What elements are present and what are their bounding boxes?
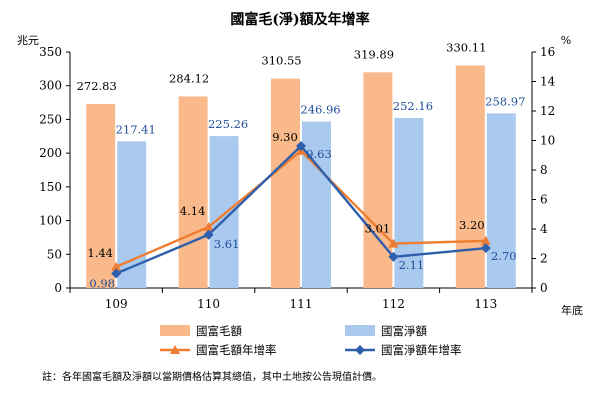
y-left-tick-label: 50	[47, 247, 62, 261]
line-value-label: 4.14	[180, 204, 206, 218]
point-gross-growth	[388, 238, 399, 248]
bar-value-label: 246.96	[300, 102, 340, 116]
y-left-tick-label: 150	[39, 180, 62, 194]
line-value-label: 9.30	[272, 130, 298, 144]
bar-value-label: 284.12	[169, 71, 209, 85]
line-value-label: 1.44	[87, 246, 113, 260]
x-tick-label: 110	[197, 297, 220, 311]
point-net-growth	[111, 268, 122, 279]
bar-gross	[86, 104, 116, 288]
bar-value-label: 272.83	[77, 79, 117, 93]
y-right-tick-label: 6	[540, 193, 548, 207]
x-tick-label: 109	[105, 297, 128, 311]
x-unit: 年底	[561, 303, 583, 317]
footnote: 註：各年國富毛額及淨額以當期價格估算其總值，其中土地按公告現值計價。	[42, 372, 382, 383]
y-left-tick-label: 0	[54, 281, 62, 295]
y-right-tick-label: 0	[540, 281, 548, 295]
y-right-tick-label: 12	[540, 104, 555, 118]
chart-title: 國富毛(淨)額及年增率	[230, 11, 369, 28]
legend-label: 國富毛額	[196, 324, 242, 338]
bar-value-label: 225.26	[208, 117, 248, 131]
bar-net	[394, 117, 424, 289]
point-gross-growth	[111, 261, 122, 271]
x-tick-label: 112	[382, 297, 405, 311]
x-tick-label: 111	[290, 297, 313, 311]
y-right-tick-label: 8	[540, 163, 548, 177]
line-value-label: 3.20	[459, 218, 485, 232]
y-right-tick-label: 14	[540, 75, 556, 89]
line-value-label: 9.63	[306, 147, 332, 161]
bar-value-label: 258.97	[485, 94, 525, 108]
legend-label: 國富淨額	[381, 324, 427, 338]
bar-gross	[455, 65, 485, 288]
line-value-label: 2.70	[491, 249, 517, 263]
bar-value-label: 252.16	[393, 99, 433, 113]
line-value-label: 3.01	[365, 222, 391, 236]
legend-swatch	[160, 325, 190, 336]
bar-value-label: 310.55	[261, 54, 301, 68]
point-net-growth	[388, 251, 399, 262]
bar-net	[302, 121, 331, 289]
bar-value-label: 319.89	[354, 47, 394, 61]
bar-net	[486, 113, 516, 289]
legend-label: 國富毛額年增率	[196, 343, 277, 357]
y-left-unit: 兆元	[17, 34, 39, 47]
point-gross-growth	[203, 221, 214, 231]
legend-marker	[355, 345, 365, 355]
y-left-tick-label: 350	[39, 45, 62, 59]
legend-marker	[170, 345, 180, 354]
line-net-growth	[115, 144, 486, 275]
line-value-label: 2.11	[399, 258, 425, 272]
y-left-tick-label: 200	[39, 146, 62, 160]
line-value-label: 3.61	[214, 237, 240, 251]
y-right-tick-label: 4	[540, 222, 548, 236]
x-tick-label: 113	[474, 297, 497, 311]
y-right-tick-label: 10	[540, 134, 555, 148]
bar-gross	[178, 96, 208, 289]
y-right-tick-label: 16	[540, 45, 555, 59]
y-right-unit: %	[561, 34, 571, 47]
legend-label: 國富淨額年增率	[381, 343, 462, 357]
point-net-growth	[296, 140, 306, 151]
bar-gross	[271, 78, 300, 288]
y-left-tick-label: 100	[39, 214, 62, 228]
bar-value-label: 217.41	[116, 122, 156, 136]
bar-gross	[363, 72, 393, 289]
bar-net	[209, 136, 239, 288]
y-right-tick-label: 2	[540, 252, 548, 266]
bar-value-label: 330.11	[446, 40, 486, 54]
point-net-growth	[203, 229, 214, 240]
y-left-tick-label: 250	[39, 112, 62, 126]
y-left-tick-label: 300	[39, 79, 62, 93]
line-value-label: 0.98	[89, 277, 115, 291]
legend-swatch	[345, 325, 375, 336]
point-net-growth	[480, 243, 491, 254]
point-gross-growth	[480, 235, 491, 245]
